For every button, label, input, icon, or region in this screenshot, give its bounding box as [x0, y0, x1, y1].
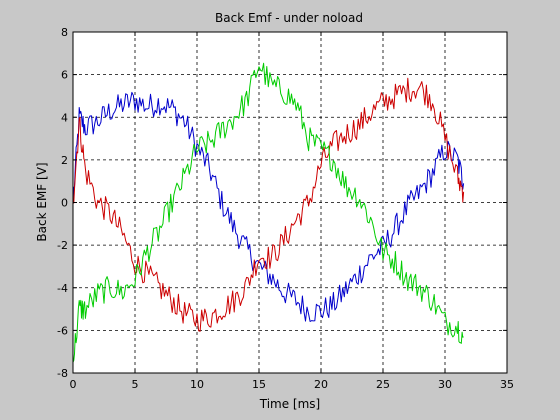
x-tick-label: 20 — [314, 378, 328, 391]
series-line-3 — [72, 62, 464, 363]
y-tick-label: -2 — [57, 239, 68, 252]
x-axis-label: Time [ms] — [259, 397, 321, 411]
y-tick-label: 2 — [61, 154, 68, 167]
grid-lines — [73, 32, 507, 373]
y-tick-label: -6 — [57, 324, 68, 337]
x-tick-label: 15 — [252, 378, 266, 391]
x-tick-label: 10 — [190, 378, 204, 391]
y-tick-label: 4 — [61, 111, 68, 124]
x-tick-label: 0 — [70, 378, 77, 391]
x-tick-label: 25 — [376, 378, 390, 391]
x-tick-labels: 0 5 10 15 20 25 30 35 — [70, 378, 515, 391]
y-tick-label: -4 — [57, 282, 68, 295]
series-lines — [72, 62, 465, 363]
y-axis-label: Back EMF [V] — [35, 162, 49, 241]
x-tick-label: 5 — [132, 378, 139, 391]
y-tick-label: 8 — [61, 26, 68, 39]
y-tick-label: 6 — [61, 69, 68, 82]
y-tick-label: -8 — [57, 367, 68, 380]
series-line-1 — [72, 91, 465, 322]
chart-title: Back Emf - under noload — [215, 11, 363, 25]
y-tick-labels: -8 -6 -4 -2 0 2 4 6 8 — [57, 26, 68, 380]
series-line-2 — [72, 77, 465, 332]
x-tick-label: 35 — [500, 378, 514, 391]
x-tick-label: 30 — [438, 378, 452, 391]
tick-marks — [72, 31, 508, 374]
y-tick-label: 0 — [61, 197, 68, 210]
